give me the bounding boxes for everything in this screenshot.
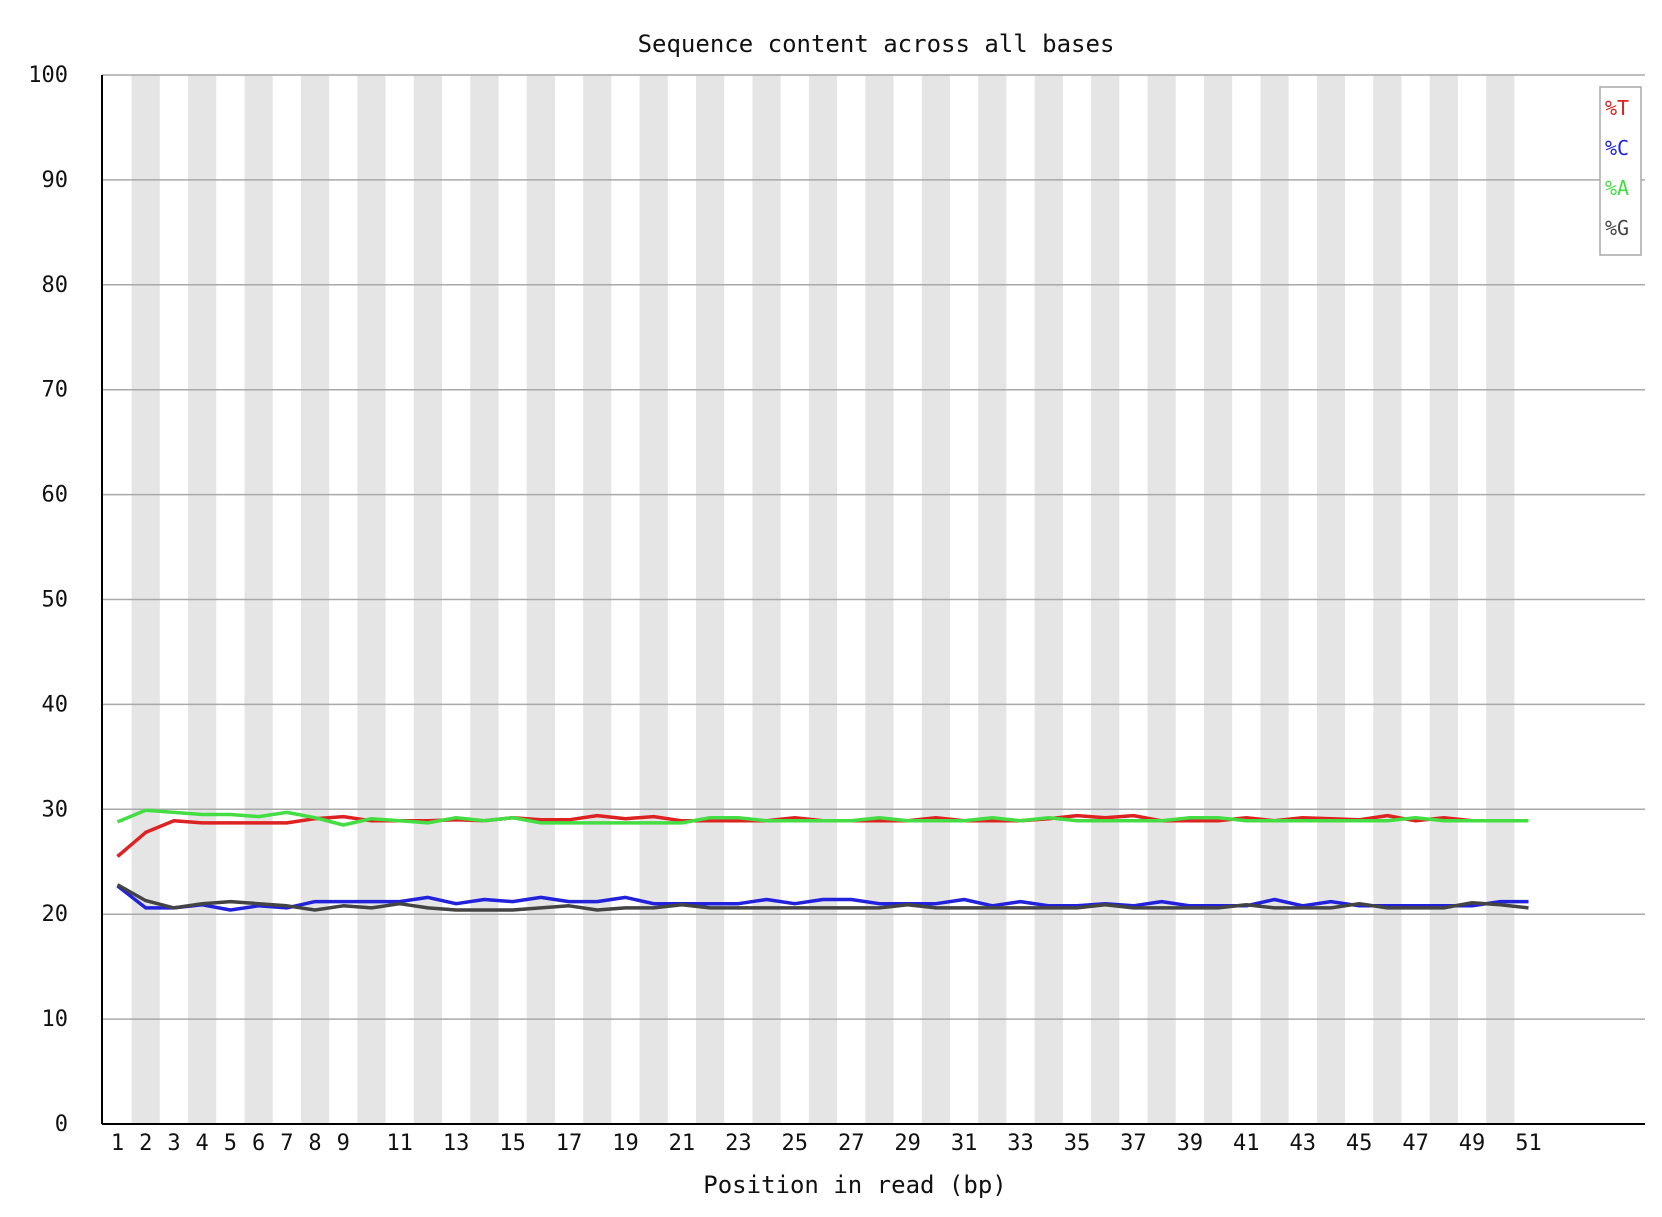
x-tick-label: 3 <box>167 1131 180 1156</box>
x-tick-label: 11 <box>386 1131 413 1156</box>
y-tick-label: 80 <box>42 273 69 298</box>
legend-entry: %G <box>1605 216 1629 240</box>
y-tick-label: 0 <box>55 1112 68 1137</box>
legend-box <box>1599 86 1642 256</box>
y-tick-label: 20 <box>42 902 69 927</box>
x-tick-label: 19 <box>612 1131 639 1156</box>
x-tick-label: 13 <box>443 1131 470 1156</box>
x-tick-label: 6 <box>252 1131 265 1156</box>
x-tick-label: 29 <box>894 1131 921 1156</box>
x-axis-label: Position in read (bp) <box>703 1171 1006 1199</box>
x-tick-label: 47 <box>1402 1131 1429 1156</box>
x-tick-label: 4 <box>196 1131 209 1156</box>
x-tick-label: 37 <box>1120 1131 1147 1156</box>
y-tick-label: 10 <box>42 1007 69 1032</box>
x-tick-label: 17 <box>556 1131 583 1156</box>
x-tick-label: 8 <box>308 1131 321 1156</box>
legend-entry: %T <box>1605 96 1629 120</box>
y-tick-label: 40 <box>42 692 69 717</box>
x-tick-label: 9 <box>337 1131 350 1156</box>
x-tick-label: 51 <box>1515 1131 1542 1156</box>
x-tick-label: 45 <box>1346 1131 1373 1156</box>
x-tick-label: 25 <box>782 1131 809 1156</box>
x-tick-label: 31 <box>951 1131 978 1156</box>
series-line-pct-g <box>116 883 1529 912</box>
y-tick-labels: 0 10 20 30 40 50 60 70 80 90 100 <box>28 63 68 1137</box>
x-tick-label: 7 <box>280 1131 293 1156</box>
y-tick-label: 50 <box>42 588 69 613</box>
x-tick-label: 5 <box>224 1131 237 1156</box>
legend-entry: %A <box>1605 176 1629 200</box>
series-line-pct-a <box>116 808 1529 827</box>
x-tick-label: 27 <box>838 1131 865 1156</box>
x-tick-label: 35 <box>1064 1131 1091 1156</box>
y-tick-label: 30 <box>42 797 69 822</box>
x-tick-label: 43 <box>1289 1131 1316 1156</box>
x-tick-label: 15 <box>499 1131 526 1156</box>
y-tick-label: 70 <box>42 378 69 403</box>
series-line-pct-c <box>116 884 1529 912</box>
grid-lines <box>102 74 1645 1125</box>
axes <box>101 75 1645 1125</box>
legend: %T %C %A %G <box>1599 86 1642 256</box>
x-tick-label: 33 <box>1007 1131 1034 1156</box>
chart-title: Sequence content across all bases <box>638 30 1115 58</box>
y-tick-label: 60 <box>42 483 69 508</box>
x-tick-label: 23 <box>725 1131 752 1156</box>
legend-entry: %C <box>1605 136 1629 160</box>
x-tick-label: 41 <box>1233 1131 1260 1156</box>
data-series <box>116 808 1529 912</box>
x-tick-label: 2 <box>139 1131 152 1156</box>
y-tick-label: 90 <box>42 168 69 193</box>
x-tick-label: 49 <box>1459 1131 1486 1156</box>
x-tick-label: 21 <box>669 1131 696 1156</box>
x-tick-labels: 1 2 3 4 5 6 7 8 9 11 13 15 17 19 21 23 25 27 29 31 33 35 37 39 4… <box>111 1131 1542 1156</box>
y-tick-label: 100 <box>28 63 68 88</box>
x-tick-label: 39 <box>1177 1131 1204 1156</box>
x-tick-label: 1 <box>111 1131 124 1156</box>
